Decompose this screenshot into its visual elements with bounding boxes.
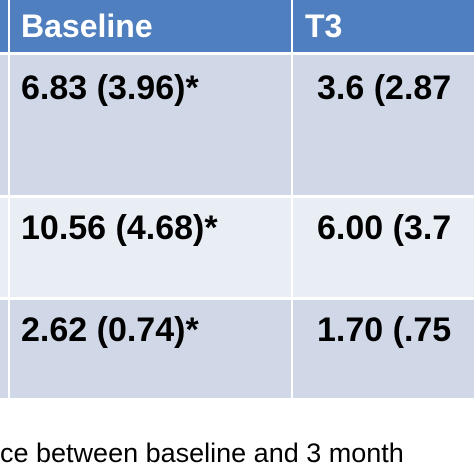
row-2-baseline: 10.56 (4.68)* (10, 198, 291, 297)
row-1-t3: 3.6 (2.87 (293, 55, 474, 195)
row-3-t3: 1.70 (.75 (293, 300, 474, 398)
row-3-label-cell (0, 300, 8, 398)
row-2-t3: 6.00 (3.7 (293, 198, 474, 297)
row-3-baseline: 2.62 (0.74)* (10, 300, 291, 398)
row-1-baseline: 6.83 (3.96)* (10, 55, 291, 195)
header-cell-label (0, 0, 8, 52)
header-baseline: Baseline (10, 0, 291, 52)
table-caption: ce between baseline and 3 month (0, 438, 404, 468)
row-2-label-cell (0, 198, 8, 297)
row-1-label-cell (0, 55, 8, 195)
header-t3: T3 (293, 0, 474, 52)
